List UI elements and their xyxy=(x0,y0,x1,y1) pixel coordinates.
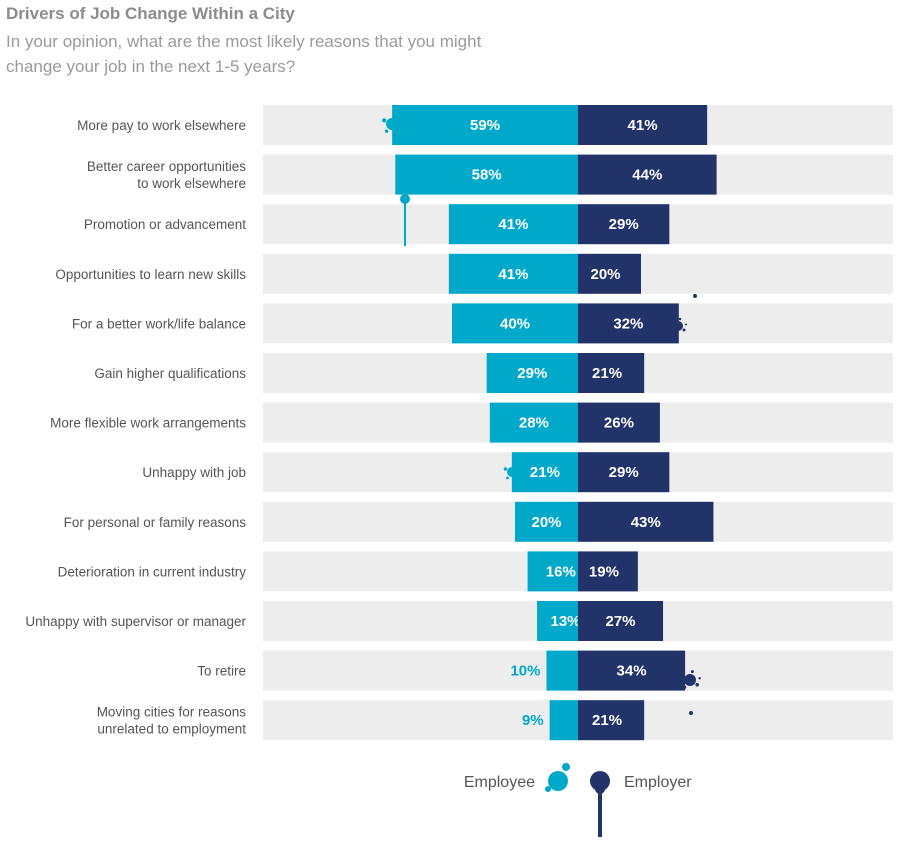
category-label: Unhappy with supervisor or manager xyxy=(25,614,246,629)
category-label: Promotion or advancement xyxy=(84,217,246,232)
category-label: Moving cities for reasons unrelated to em… xyxy=(97,705,247,737)
category-label: More pay to work elsewhere xyxy=(77,118,246,133)
category-label: Unhappy with job xyxy=(142,465,246,480)
employer-bar xyxy=(578,452,670,493)
employee-bar xyxy=(515,501,578,542)
category-label: More flexible work arrangements xyxy=(50,416,246,431)
employee-bar xyxy=(395,154,578,195)
employee-value-label: 59% xyxy=(470,117,500,134)
employer-bar xyxy=(578,154,717,195)
employee-value-label: 20% xyxy=(531,514,561,531)
employee-bar xyxy=(527,551,578,592)
employer-bar xyxy=(578,105,708,145)
employee-value-label: 9% xyxy=(522,712,544,729)
employee-bar xyxy=(392,105,578,145)
employer-bar xyxy=(578,303,679,344)
employer-value-label: 44% xyxy=(632,167,662,184)
employee-bar xyxy=(452,303,578,344)
employee-bar xyxy=(448,204,578,245)
employee-value-label: 40% xyxy=(500,315,530,332)
employer-value-label: 34% xyxy=(617,663,647,680)
employer-value-label: 29% xyxy=(609,464,639,481)
employer-value-label: 32% xyxy=(613,315,643,332)
employer-value-label: 20% xyxy=(590,266,620,283)
employee-bar xyxy=(511,452,578,493)
category-label: To retire xyxy=(197,664,246,679)
employer-value-label: 19% xyxy=(589,563,619,580)
paint-splat-decoration xyxy=(503,463,521,480)
employer-paint-blob-icon xyxy=(590,771,610,837)
category-label: Opportunities to learn new skills xyxy=(55,267,246,282)
employee-bar xyxy=(549,700,578,741)
category-label: Deterioration in current industry xyxy=(58,564,247,579)
employee-bar xyxy=(489,402,578,443)
employer-bar xyxy=(578,551,638,592)
paint-dot-decoration xyxy=(693,294,697,298)
category-label: Gain higher qualifications xyxy=(94,366,246,381)
employer-bar xyxy=(578,353,645,393)
employee-value-label: 21% xyxy=(530,464,560,481)
employer-value-label: 21% xyxy=(592,712,622,729)
employer-value-label: 41% xyxy=(628,117,658,134)
legend-label-employer: Employer xyxy=(624,774,692,791)
legend-label-employee: Employee xyxy=(464,774,535,791)
employer-bar xyxy=(578,402,660,443)
employee-bar xyxy=(486,353,578,393)
paint-splat-decoration xyxy=(669,317,687,334)
employer-value-label: 26% xyxy=(604,415,634,432)
paint-dot-decoration xyxy=(689,711,693,715)
category-label: Better career opportunities to work elsew… xyxy=(87,159,246,191)
employee-value-label: 13% xyxy=(551,613,581,630)
employer-value-label: 29% xyxy=(609,216,639,233)
employer-bar xyxy=(578,601,664,641)
employer-bar xyxy=(578,253,641,294)
employer-bar xyxy=(578,650,686,691)
employer-value-label: 27% xyxy=(606,613,636,630)
employee-value-label: 41% xyxy=(498,266,528,283)
employee-value-label: 41% xyxy=(498,216,528,233)
employee-bar xyxy=(448,253,578,294)
employee-bar xyxy=(537,601,578,641)
employer-bar xyxy=(578,204,670,245)
employer-bar xyxy=(578,700,645,741)
employer-value-label: 43% xyxy=(631,514,661,531)
employer-bar xyxy=(578,501,714,542)
paint-splat-decoration xyxy=(680,670,701,689)
category-label: For personal or family reasons xyxy=(64,515,247,530)
employee-value-label: 10% xyxy=(510,663,540,680)
paint-drip-decoration xyxy=(400,194,410,246)
category-label: For a better work/life balance xyxy=(72,316,246,331)
employee-value-label: 58% xyxy=(472,167,502,184)
employee-value-label: 29% xyxy=(517,365,547,382)
employee-value-label: 28% xyxy=(519,415,549,432)
employee-value-label: 16% xyxy=(546,563,576,580)
employer-value-label: 21% xyxy=(592,365,622,382)
chart-subtitle: In your opinion, what are the most likel… xyxy=(6,32,482,76)
employee-bar xyxy=(546,650,578,691)
chart-title: Drivers of Job Change Within a City xyxy=(6,4,295,23)
employee-paint-blob-icon xyxy=(545,763,570,792)
paint-splat-decoration xyxy=(382,114,403,133)
